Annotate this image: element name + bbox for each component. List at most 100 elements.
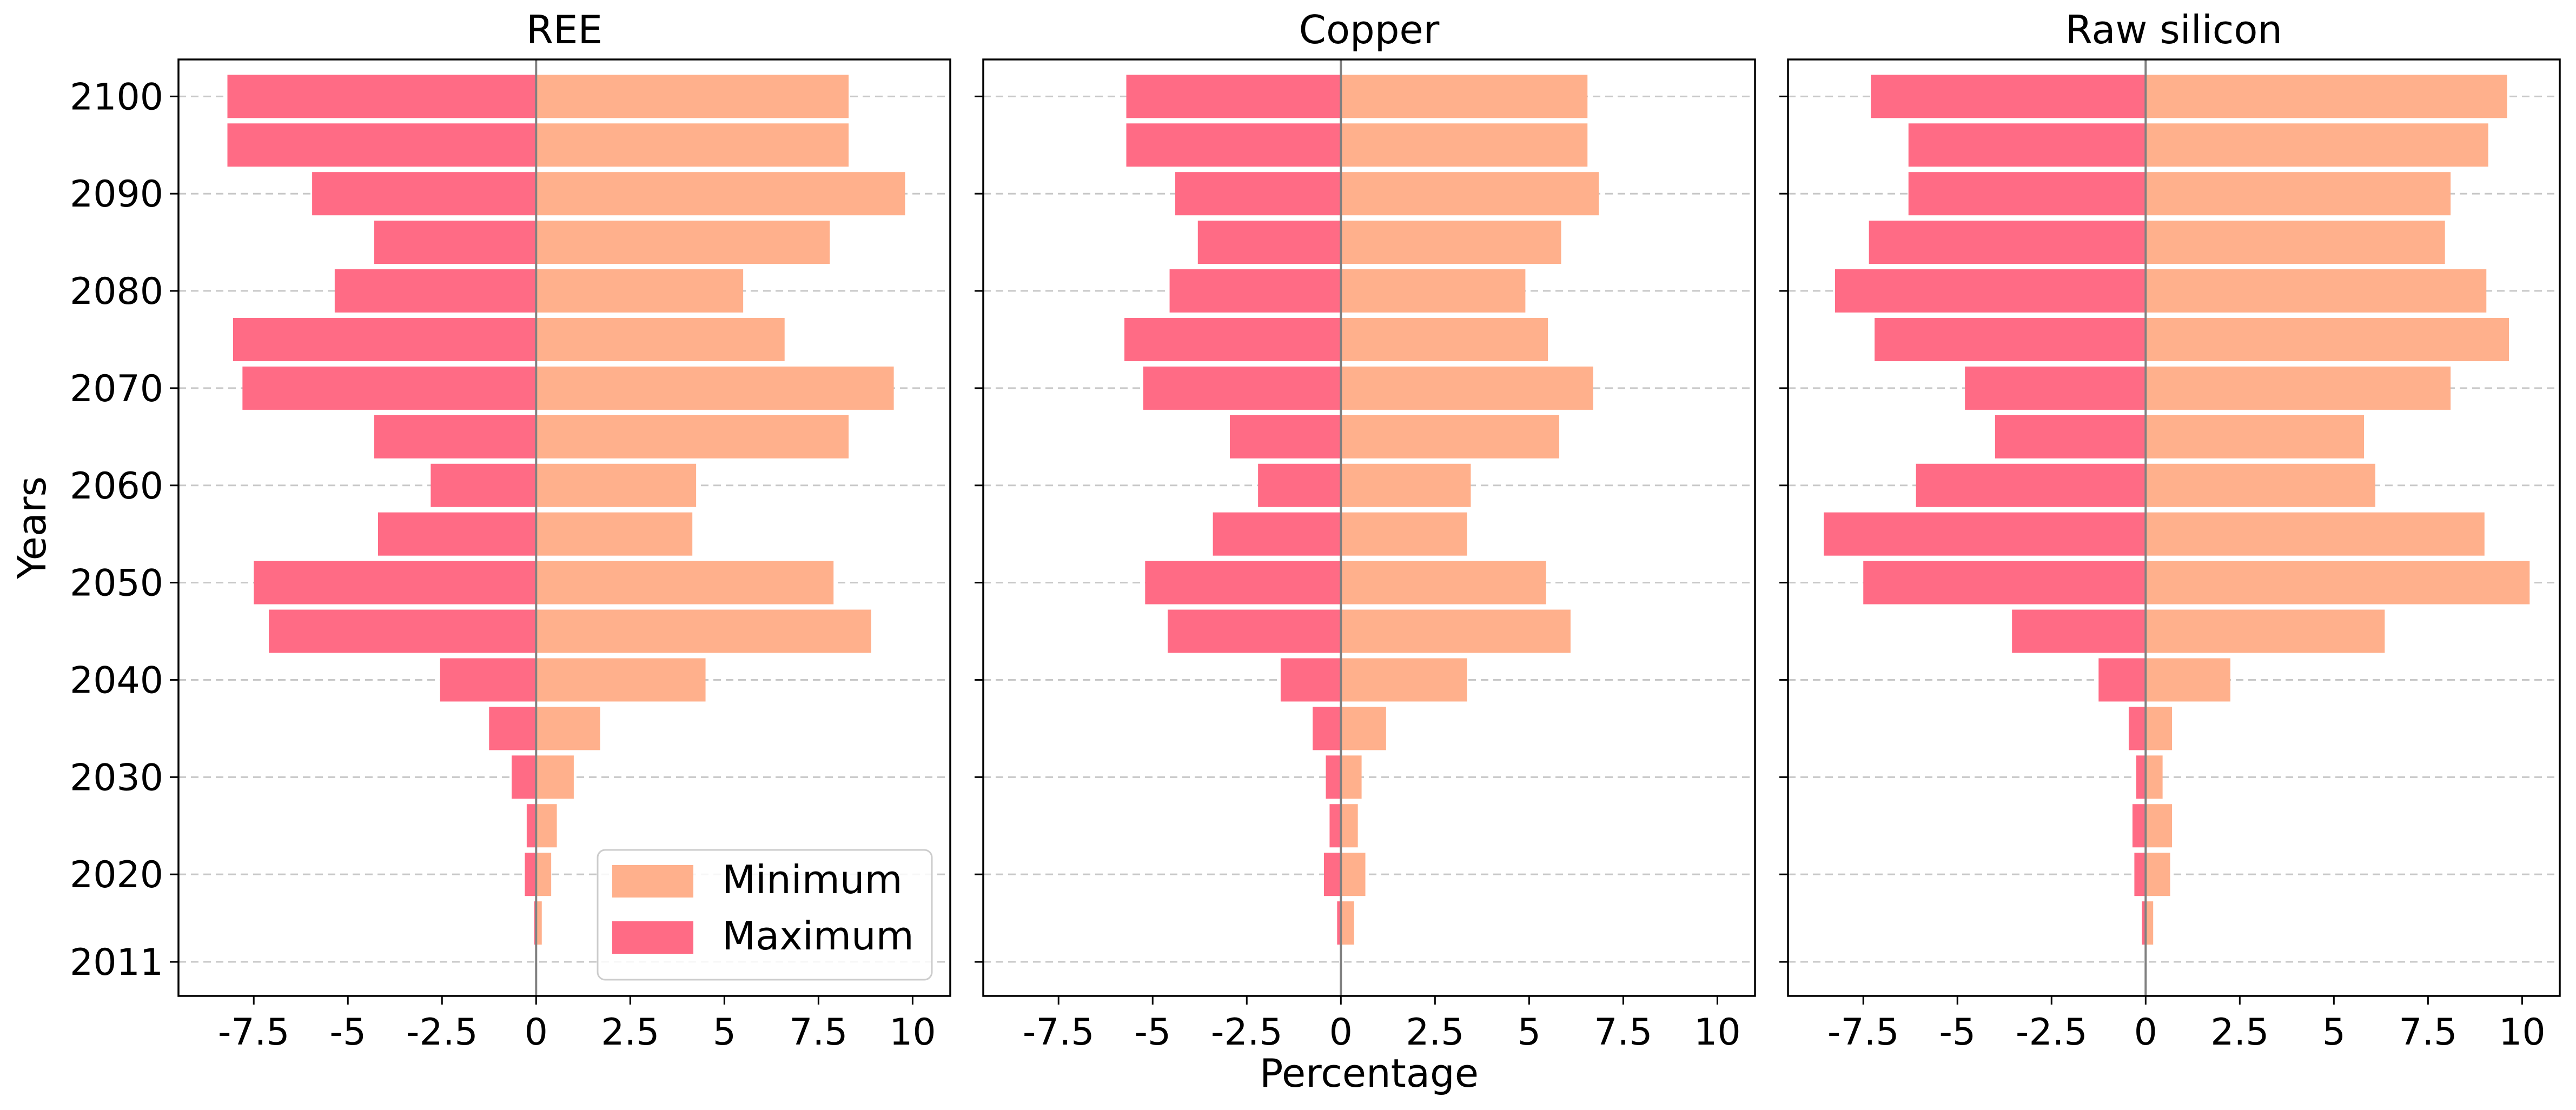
bar-minimum-2030 [1341, 755, 1362, 799]
bar-maximum-2060 [431, 463, 537, 507]
bar-maximum-2020 [2134, 853, 2146, 896]
bar-maximum-2055 [378, 512, 537, 556]
plot-frame [177, 58, 951, 997]
x-tick-label: 10 [2499, 1011, 2546, 1054]
bar-minimum-2015 [2145, 901, 2154, 945]
bar-minimum-2090 [1341, 172, 1599, 216]
bar-minimum-2065 [2145, 415, 2365, 458]
y-tick-label: 2100 [70, 76, 163, 118]
bar-minimum-2055 [536, 512, 693, 556]
legend-swatch-maximum [612, 921, 693, 954]
bar-minimum-2045 [2145, 609, 2385, 653]
y-tick-label: 2050 [70, 562, 163, 605]
bar-minimum-2015 [1341, 901, 1354, 945]
y-tick-label: 2040 [70, 659, 163, 702]
bar-minimum-2070 [536, 366, 894, 410]
bar-minimum-2090 [536, 172, 905, 216]
x-tick-label: 0 [1329, 1011, 1353, 1054]
bar-minimum-2060 [1341, 463, 1471, 507]
bar-minimum-2075 [2145, 317, 2509, 361]
bar-minimum-2025 [1341, 804, 1358, 848]
bar-minimum-2060 [2145, 463, 2375, 507]
bar-minimum-2095 [536, 123, 849, 167]
plot-frame [1787, 58, 2561, 997]
bar-maximum-2025 [2132, 804, 2146, 848]
bar-minimum-2075 [1341, 317, 1548, 361]
legend: Minimum Maximum [597, 849, 933, 981]
x-tick-label: -2.5 [1211, 1011, 1283, 1054]
bar-minimum-2020 [1341, 853, 1366, 896]
bar-maximum-2040 [1280, 658, 1341, 702]
bar-maximum-2055 [1213, 512, 1341, 556]
x-tick-label: -5 [329, 1011, 366, 1054]
chart-panels: 2011 2020 2030 2040 2050 2060 2070 2080 2090 2100… [70, 7, 2561, 1054]
bar-maximum-2080 [1169, 269, 1341, 313]
y-tick-label: 2080 [70, 270, 163, 313]
bar-minimum-2060 [536, 463, 697, 507]
bar-minimum-2095 [1341, 123, 1588, 167]
panel-title: Raw silicon [2065, 7, 2282, 52]
bar-maximum-2035 [1313, 707, 1341, 750]
x-tick-label: -2.5 [406, 1011, 478, 1054]
bar-maximum-2050 [1145, 561, 1341, 604]
bar-minimum-2100 [2145, 75, 2507, 118]
x-tick-label: 10 [889, 1011, 936, 1054]
bar-minimum-2015 [536, 901, 542, 945]
x-tick-label: 2.5 [2210, 1011, 2269, 1054]
bar-maximum-2025 [1329, 804, 1341, 848]
bar-minimum-2100 [536, 75, 849, 118]
x-tick-label: 2.5 [601, 1011, 659, 1054]
bar-minimum-2085 [2145, 221, 2445, 264]
y-tick-label: 2070 [70, 368, 163, 410]
bar-maximum-2100 [1126, 75, 1341, 118]
x-tick-label: 7.5 [1594, 1011, 1652, 1054]
legend-label-minimum: Minimum [722, 857, 903, 902]
x-tick-label: -7.5 [1827, 1011, 1899, 1054]
x-tick-label: -7.5 [1023, 1011, 1095, 1054]
bar-minimum-2070 [1341, 366, 1593, 410]
bar-minimum-2040 [1341, 658, 1467, 702]
panel-raw-silicon: -7.5 -5 -2.5 0 2.5 5 7.5 10 Raw silicon [1779, 7, 2561, 1054]
x-tick-label: 5 [2322, 1011, 2346, 1054]
bar-maximum-2085 [374, 221, 537, 264]
bar-maximum-2070 [1143, 366, 1341, 410]
bar-minimum-2090 [2145, 172, 2451, 216]
bar-maximum-2025 [526, 804, 537, 848]
bar-minimum-2065 [1341, 415, 1560, 458]
bar-minimum-2040 [2145, 658, 2230, 702]
panel-copper: -7.5 -5 -2.5 0 2.5 5 7.5 10 Copper [975, 7, 1756, 1054]
panel-title: REE [526, 7, 602, 52]
bar-minimum-2095 [2145, 123, 2488, 167]
bar-minimum-2050 [536, 561, 834, 604]
y-axis-title: Years [9, 476, 55, 580]
bar-maximum-2095 [227, 123, 537, 167]
bar-maximum-2065 [1995, 415, 2146, 458]
bar-minimum-2045 [1341, 609, 1571, 653]
bar-maximum-2035 [489, 707, 537, 750]
bar-minimum-2040 [536, 658, 706, 702]
bar-minimum-2080 [536, 269, 744, 313]
y-tick-label: 2020 [70, 854, 163, 896]
bar-maximum-2045 [269, 609, 537, 653]
bar-maximum-2060 [1916, 463, 2146, 507]
x-tick-label: 0 [525, 1011, 548, 1054]
legend-label-maximum: Maximum [722, 913, 914, 959]
bar-maximum-2050 [1863, 561, 2146, 604]
bar-minimum-2055 [1341, 512, 1467, 556]
bar-maximum-2040 [2098, 658, 2146, 702]
legend-swatch-minimum [612, 865, 693, 898]
plot-frame [982, 58, 1756, 997]
x-tick-label: 7.5 [789, 1011, 847, 1054]
bar-maximum-2085 [1869, 221, 2146, 264]
bar-maximum-2055 [1824, 512, 2146, 556]
bar-maximum-2100 [1871, 75, 2146, 118]
bar-minimum-2045 [536, 609, 871, 653]
x-tick-label: 10 [1694, 1011, 1741, 1054]
y-tick-label: 2011 [70, 941, 163, 984]
bar-maximum-2090 [1908, 172, 2146, 216]
bar-minimum-2080 [2145, 269, 2487, 313]
panel-ree: 2011 2020 2030 2040 2050 2060 2070 2080 2090 2100… [70, 7, 951, 1054]
bar-minimum-2070 [2145, 366, 2451, 410]
bar-maximum-2065 [374, 415, 537, 458]
